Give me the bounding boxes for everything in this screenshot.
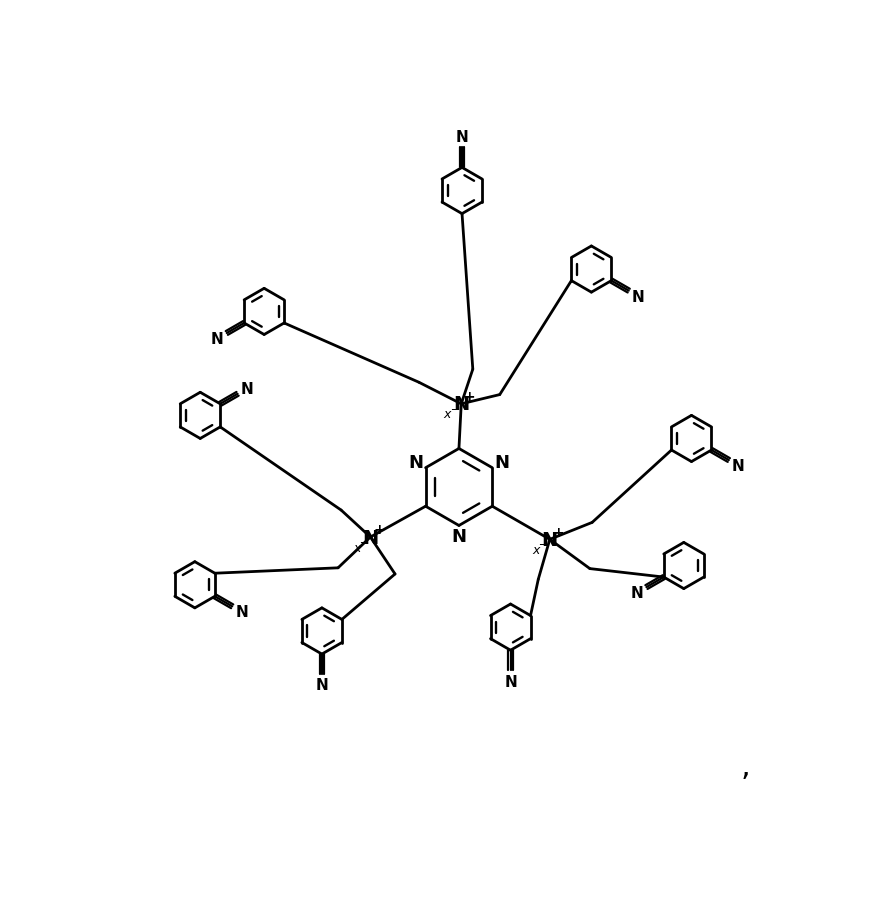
Text: N: N <box>316 677 328 693</box>
Text: +: + <box>373 523 384 537</box>
Text: N: N <box>542 530 558 549</box>
Text: N: N <box>451 528 467 546</box>
Text: ⁻: ⁻ <box>359 538 367 551</box>
Text: ⁻: ⁻ <box>450 404 457 419</box>
Text: ,: , <box>740 751 750 780</box>
Text: x: x <box>532 543 540 557</box>
Text: N: N <box>211 332 224 346</box>
Text: N: N <box>453 395 469 414</box>
Text: ⁻: ⁻ <box>538 539 546 554</box>
Text: N: N <box>632 290 645 304</box>
Text: N: N <box>504 674 517 689</box>
Text: N: N <box>732 458 745 474</box>
Text: N: N <box>494 454 509 472</box>
Text: N: N <box>409 454 424 472</box>
Text: N: N <box>235 604 248 620</box>
Text: +: + <box>552 525 564 539</box>
Text: N: N <box>456 130 468 145</box>
Text: x: x <box>353 541 360 554</box>
Text: +: + <box>464 390 476 404</box>
Text: N: N <box>240 382 253 397</box>
Text: N: N <box>362 528 378 547</box>
Text: x: x <box>443 408 451 421</box>
Text: N: N <box>631 585 644 601</box>
